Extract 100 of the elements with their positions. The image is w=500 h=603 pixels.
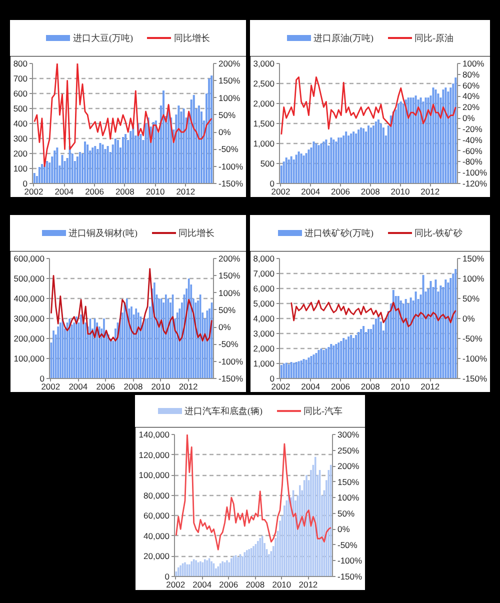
y2-tick-label: -150%	[218, 178, 244, 188]
y2-tick-label: -50%	[218, 339, 239, 350]
y2-tick-label: -50%	[338, 540, 358, 550]
x-tick-label: 2012	[298, 580, 318, 590]
y2-tick-label: 200%	[218, 58, 241, 68]
line-series	[50, 268, 212, 342]
legend-label: 同比-铁矿砂	[414, 228, 462, 238]
x-tick-label: 2006	[96, 382, 116, 392]
y2-tick-label: 80%	[462, 69, 480, 80]
y2-tick-label: 20%	[462, 102, 480, 112]
y-tick-label: 100,000	[138, 470, 170, 480]
x-tick-label: 2008	[246, 580, 265, 590]
y-tick-label: 7,000	[253, 268, 275, 278]
y-tick-label: 300,000	[14, 314, 45, 324]
y2-tick-label: 100%	[462, 58, 485, 68]
y-tick-label: 3,000	[253, 58, 275, 68]
x-tick-label: 2010	[390, 382, 410, 392]
x-tick-label: 2012	[420, 186, 440, 196]
x-tick-label: 2012	[176, 186, 196, 196]
legend-label: 同比增长	[174, 32, 210, 44]
x-tick-label: 2004	[301, 186, 320, 196]
y-tick-label: 40,000	[144, 530, 170, 541]
bar	[106, 146, 109, 184]
y2-tick-label: -100%	[218, 356, 244, 366]
x-tick-label: 2012	[420, 382, 440, 392]
bar	[61, 155, 64, 184]
y-tick-label: 500,000	[14, 274, 45, 284]
bar	[54, 150, 56, 184]
bar	[94, 146, 96, 184]
y-tick-label: 2,000	[253, 98, 275, 108]
y-tick-label: 2,000	[253, 344, 275, 354]
y-tick-label: 600,000	[14, 254, 45, 264]
y2-tick-label: 100%	[218, 288, 241, 298]
bar	[152, 122, 154, 184]
y2-tick-label: -150%	[462, 374, 488, 384]
y2-tick-label: 150%	[338, 476, 360, 487]
y2-tick-label: 40%	[462, 91, 480, 102]
bar	[182, 108, 185, 184]
y-tick-label: 800	[13, 58, 28, 68]
y2-tick-label: 200%	[218, 254, 241, 264]
bar	[78, 152, 81, 184]
y2-tick-label: -20%	[462, 124, 483, 134]
y-tick-label: 8,000	[253, 254, 275, 264]
bar	[33, 173, 36, 184]
y-tick-label: 0	[164, 572, 170, 582]
bar	[92, 148, 94, 184]
y-tick-label: 0	[22, 178, 28, 188]
y2-tick-label: -150%	[218, 374, 244, 384]
y-tick-label: 500	[13, 104, 28, 114]
legend-label: 进口铜及铜材(吨)	[68, 228, 138, 238]
y2-tick-label: 100%	[218, 92, 241, 103]
bar	[114, 138, 116, 184]
y-tick-label: 100,000	[14, 354, 45, 364]
x-tick-label: 2004	[68, 382, 88, 392]
bar	[99, 143, 102, 184]
x-tick-label: 2006	[331, 186, 350, 196]
y2-tick-label: -100%	[218, 161, 244, 172]
legend-label: 进口铁矿砂(万吨)	[304, 228, 374, 238]
bar	[46, 161, 48, 184]
x-tick-label: 2006	[85, 186, 104, 196]
y-tick-label: 5,000	[253, 298, 275, 308]
bar	[86, 144, 89, 184]
x-tick-label: 2010	[146, 186, 166, 196]
y-tick-label: 4,000	[253, 314, 275, 324]
y2-tick-label: 60%	[462, 80, 480, 90]
bar	[192, 95, 195, 184]
bar	[130, 131, 132, 184]
y2-tick-label: 150%	[462, 254, 485, 264]
x-tick-label: 2010	[390, 186, 410, 196]
y2-tick-label: -40%	[462, 134, 483, 145]
y-tick-label: 1,000	[253, 138, 275, 148]
y2-tick-label: 0%	[462, 113, 476, 124]
y2-tick-label: 150%	[218, 76, 241, 86]
line-series	[290, 300, 456, 328]
bar	[38, 167, 40, 184]
x-tick-label: 2006	[219, 580, 238, 590]
legend-label: 进口大豆(万吨)	[73, 32, 133, 44]
legend-label: 进口原油(万吨)	[314, 32, 374, 44]
y2-tick-label: -100%	[462, 168, 488, 178]
x-tick-label: 2004	[54, 186, 74, 196]
y-tick-label: 80,000	[144, 490, 170, 500]
x-tick-label: 2004	[301, 382, 320, 392]
y2-tick-label: 250%	[338, 445, 360, 456]
y-tick-label: 0	[40, 374, 45, 384]
x-tick-label: 2002	[271, 382, 290, 392]
y-tick-label: 200,000	[14, 334, 45, 344]
x-tick-label: 2010	[151, 382, 170, 392]
bar	[56, 148, 58, 184]
x-tick-label: 2006	[331, 382, 350, 392]
y-tick-label: 6,000	[253, 284, 275, 294]
line-series	[34, 64, 212, 168]
y2-tick-label: 200%	[338, 461, 360, 472]
line-series	[280, 76, 456, 136]
bar	[116, 140, 119, 184]
y2-tick-label: 50%	[218, 304, 236, 315]
y-tick-label: 2,500	[253, 78, 275, 88]
y-tick-label: 400,000	[14, 294, 45, 304]
y-tick-label: 1,000	[253, 358, 275, 368]
y-tick-label: 300	[13, 134, 28, 144]
y-tick-label: 500	[260, 158, 275, 168]
